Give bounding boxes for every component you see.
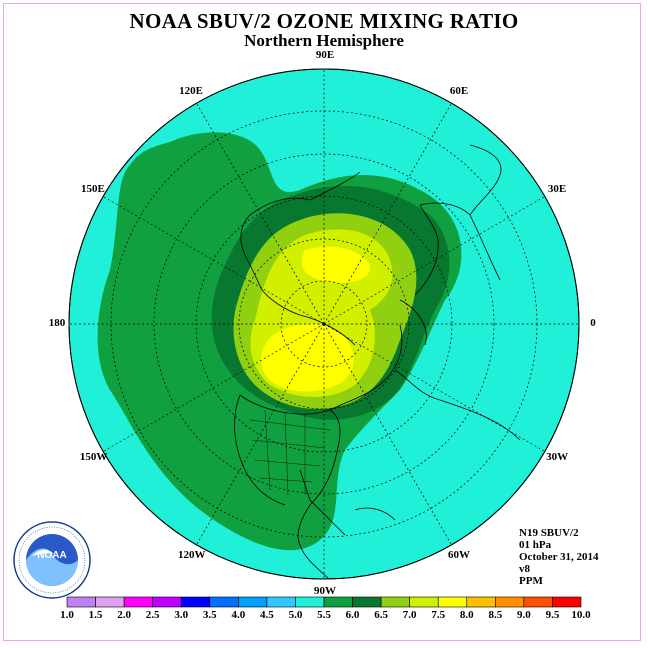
colorbar-swatch [66, 596, 96, 608]
longitude-label: 60E [449, 84, 469, 97]
colorbar-tick-label: 3.0 [174, 609, 189, 621]
longitude-label: 180 [48, 317, 66, 329]
colorbar-tick-label: 1.0 [60, 609, 74, 621]
longitude-label: 150E [80, 183, 105, 195]
colorbar-tick-label: 7.5 [431, 609, 446, 621]
colorbar-swatch [409, 596, 439, 608]
meridian-line [196, 102, 325, 325]
colorbar-tick-label: 6.0 [345, 609, 360, 621]
colorbar-swatch [437, 596, 468, 608]
colorbar-tick-label: 5.0 [288, 609, 303, 621]
meridian-line [102, 323, 325, 452]
colorbar-swatch [552, 596, 582, 608]
colorbar-tick-label: 8.0 [459, 609, 474, 621]
info-block: N19 SBUV/2 01 hPa October 31, 2014 v8 PP… [519, 527, 599, 587]
colorbar-tick-label: 10.0 [571, 609, 591, 621]
instrument-label: N19 SBUV/2 [519, 527, 579, 539]
meridian-line [102, 196, 325, 325]
colorbar-swatch [352, 596, 382, 608]
colorbar-tick-label: 4.0 [231, 609, 246, 621]
colorbar-swatch [323, 596, 353, 608]
colorbar-swatch [380, 596, 410, 608]
longitude-label: 30W [546, 451, 569, 463]
longitude-label: 120W [178, 549, 206, 562]
colorbar-tick-label: 4.5 [260, 609, 274, 621]
svg-text:NOAA: NOAA [37, 550, 66, 561]
colorbar-tick-label: 1.5 [88, 609, 103, 621]
colorbar-tick-label: 2.5 [145, 609, 160, 621]
colorbar-tick-label: 8.5 [488, 609, 503, 621]
chart-subtitle: Northern Hemisphere [244, 31, 404, 50]
longitude-label: 120E [179, 84, 203, 97]
political-boundaries [249, 409, 331, 496]
noaa-logo: NOAA [13, 521, 91, 599]
meridian-line [323, 102, 452, 325]
colorbar-swatch [266, 596, 296, 608]
longitude-label: 90W [314, 585, 336, 597]
colorbar-swatch [209, 596, 239, 608]
colorbar-swatch [523, 596, 553, 608]
colorbar-tick-label: 7.0 [402, 609, 417, 621]
longitude-label: 0 [590, 317, 596, 329]
units-label: PPM [519, 575, 543, 587]
longitude-label: 150W [79, 451, 108, 463]
colorbar-swatch [123, 596, 153, 608]
colorbar-tick-label: 6.5 [374, 609, 388, 621]
date-label: October 31, 2014 [519, 551, 599, 563]
colorbar-swatch [152, 596, 182, 608]
longitude-label: 60W [448, 549, 470, 562]
colorbar-tick-label: 9.5 [545, 609, 560, 621]
meridian-line [323, 323, 546, 452]
meridian-line [323, 196, 546, 325]
colorbar-swatch [466, 596, 496, 608]
longitude-label: 30E [547, 183, 567, 195]
colorbar-tick-label: 2.0 [117, 609, 131, 621]
pressure-level-label: 01 hPa [519, 539, 552, 551]
colorbar-swatch [95, 596, 125, 608]
colorbar-swatch [495, 596, 525, 608]
colorbar-tick-label: 9.0 [517, 609, 531, 621]
colorbar-tick-label: 3.5 [202, 609, 217, 621]
meridian-line [323, 323, 452, 546]
graticule-meridians [69, 69, 579, 579]
figure-frame [3, 3, 641, 641]
chart-title: NOAA SBUV/2 OZONE MIXING RATIO [129, 9, 519, 33]
coastlines [234, 144, 521, 579]
meridian-line [196, 323, 325, 546]
colorbar-swatch [180, 596, 211, 608]
longitude-label: 90E [315, 49, 335, 61]
colorbar-tick-label: 5.5 [317, 609, 331, 621]
colorbar-swatch [295, 596, 325, 608]
version-label: v8 [519, 563, 530, 575]
colorbar-swatch [238, 596, 268, 608]
